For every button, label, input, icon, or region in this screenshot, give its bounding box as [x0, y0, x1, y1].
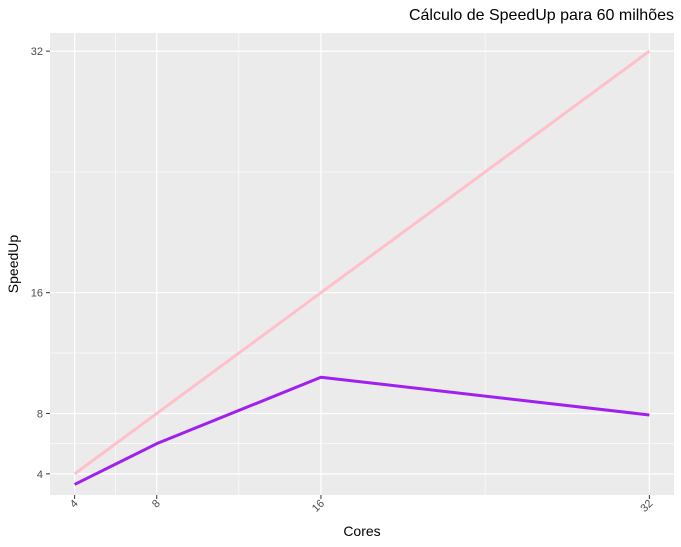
y-tick-label: 8: [37, 408, 43, 420]
y-tick-label: 32: [31, 46, 43, 58]
x-tick-label: 4: [68, 498, 81, 511]
series-line-2: [73, 375, 650, 486]
y-tick-label: 4: [37, 469, 43, 481]
x-tick-label: 16: [310, 498, 327, 515]
x-axis-title: Cores: [343, 523, 380, 539]
series-lines: [73, 49, 651, 486]
major-gridlines: [50, 33, 674, 495]
x-axis: 4 8 16 32: [68, 495, 655, 515]
y-axis: 4 8 16 32: [31, 46, 50, 481]
x-tick-label: 8: [150, 498, 163, 511]
chart-title: Cálculo de SpeedUp para 60 milhões: [409, 7, 674, 24]
x-tick-label: 32: [638, 498, 655, 515]
y-tick-label: 16: [31, 288, 43, 300]
series-line-1: [73, 49, 651, 476]
y-axis-title: SpeedUp: [5, 235, 21, 294]
